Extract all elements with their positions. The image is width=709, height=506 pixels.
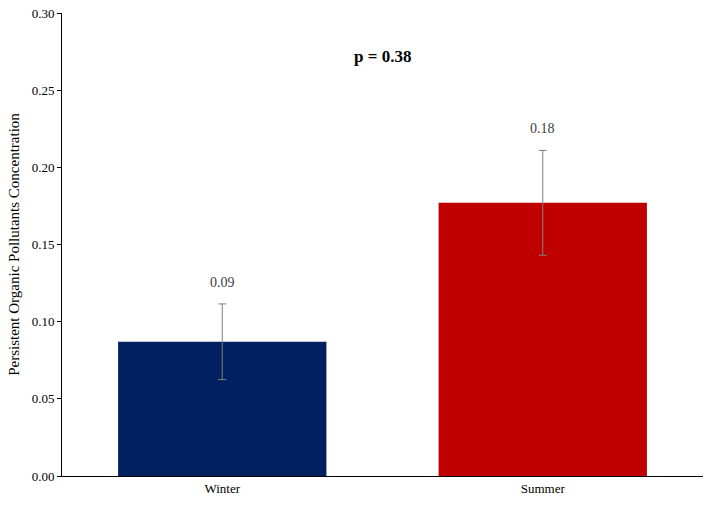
svg-text:0.20: 0.20: [32, 160, 55, 175]
svg-text:0.10: 0.10: [32, 314, 55, 329]
svg-text:0.00: 0.00: [32, 469, 55, 484]
svg-text:Persistent Organic Pollutants: Persistent Organic Pollutants Concentrat…: [6, 113, 22, 376]
svg-text:0.15: 0.15: [32, 237, 55, 252]
svg-text:Winter: Winter: [204, 481, 240, 496]
svg-text:p = 0.38: p = 0.38: [354, 47, 411, 66]
svg-text:0.25: 0.25: [32, 83, 55, 98]
svg-text:0.05: 0.05: [32, 391, 55, 406]
svg-text:0.30: 0.30: [32, 6, 55, 21]
svg-text:0.09: 0.09: [210, 275, 235, 290]
svg-text:Summer: Summer: [521, 481, 566, 496]
svg-text:0.18: 0.18: [530, 121, 555, 136]
